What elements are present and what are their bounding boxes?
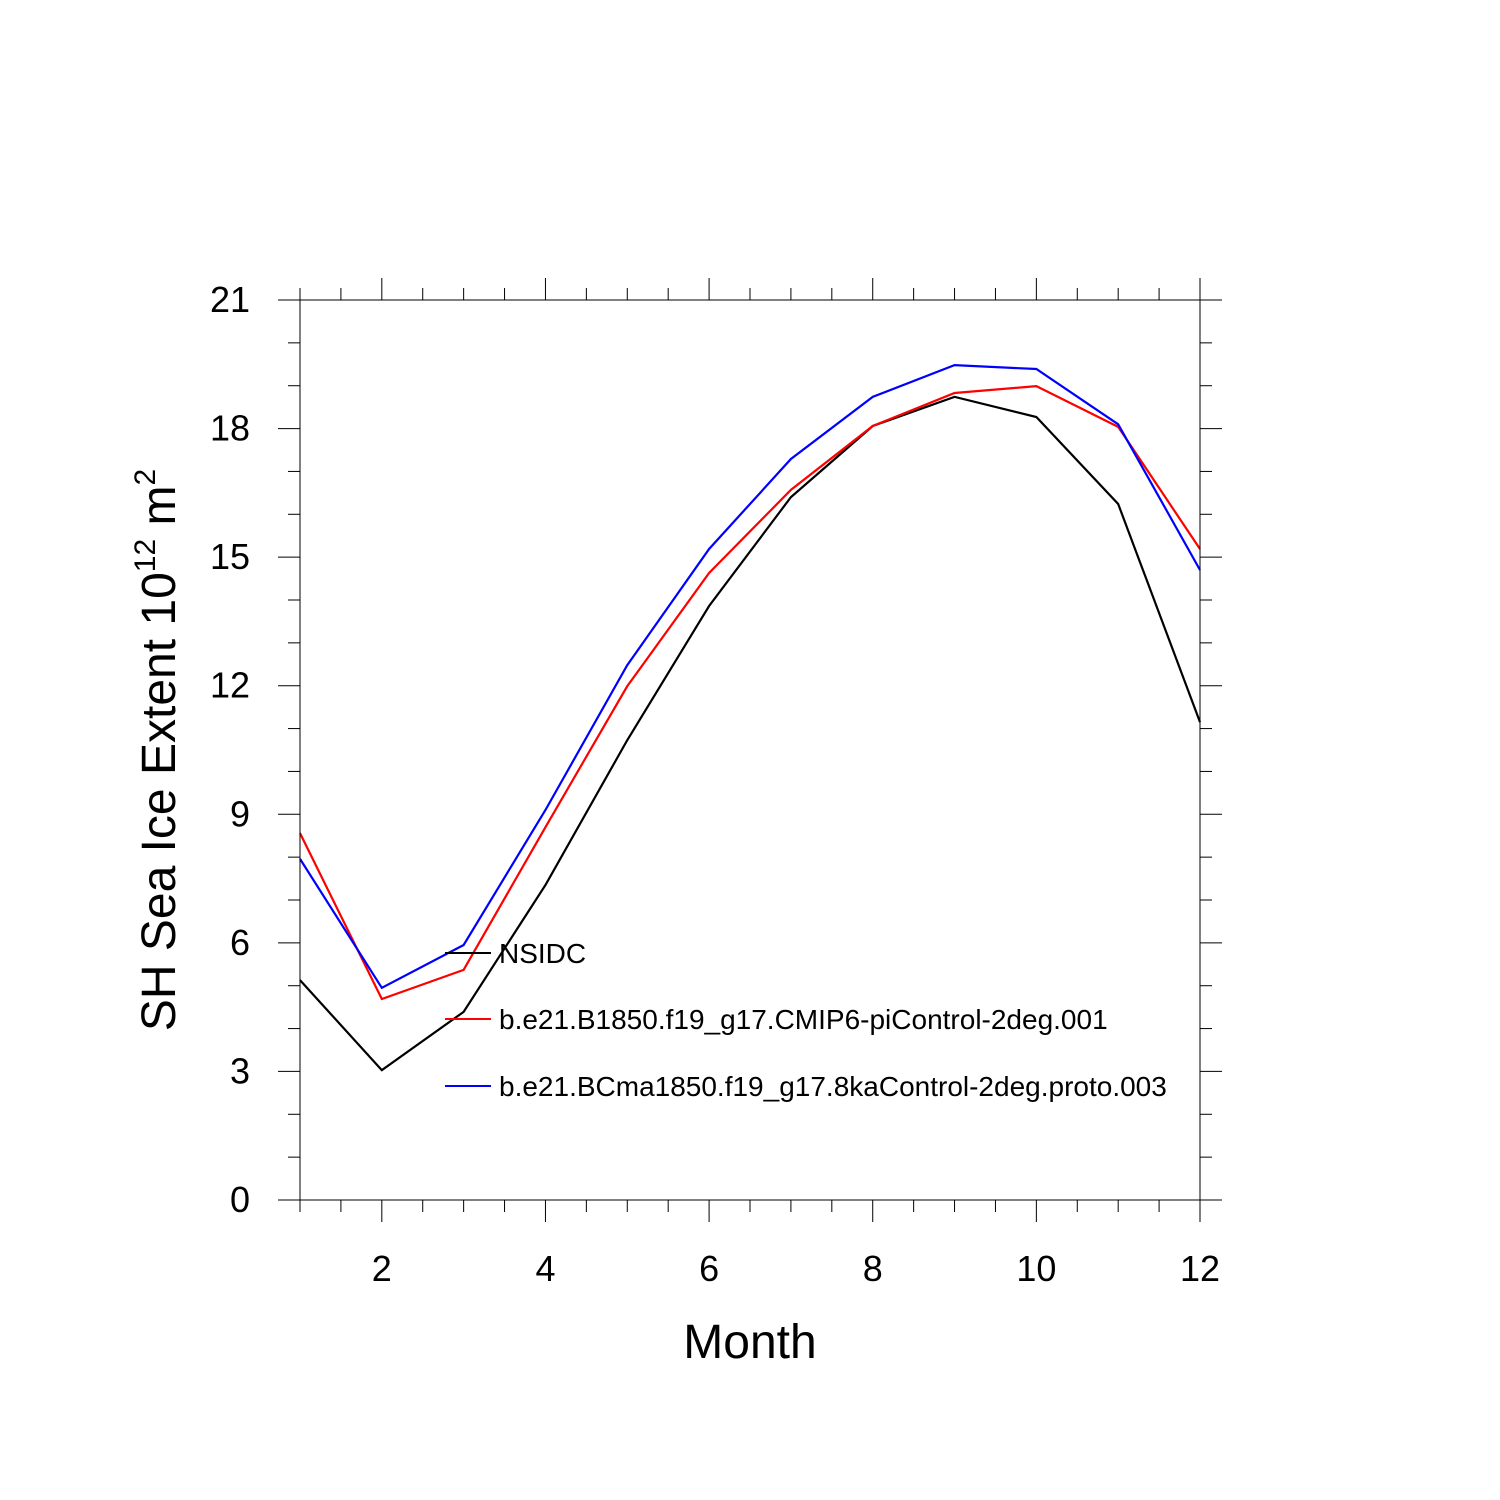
x-axis-title: Month <box>683 1316 816 1369</box>
y-tick-label: 6 <box>230 922 250 963</box>
y-tick-label: 3 <box>230 1050 250 1091</box>
y-axis-title: SH Sea Ice Extent 1012 m2 <box>129 469 186 1031</box>
legend-label: b.e21.BCma1850.f19_g17.8kaControl-2deg.p… <box>499 1071 1167 1102</box>
axis-ticks <box>278 278 1222 1222</box>
y-tick-label: 9 <box>230 793 250 834</box>
series-line <box>299 364 1201 990</box>
legend: NSIDC b.e21.B1850.f19_g17.CMIP6-piControl… <box>445 938 1167 1102</box>
series-line <box>299 385 1201 1001</box>
tick-labels: 2 4 6 8 10 12 0 3 6 9 12 15 18 21 <box>210 279 1220 1289</box>
x-tick-label: 12 <box>1180 1248 1220 1289</box>
x-tick-label: 2 <box>372 1248 392 1289</box>
x-tick-label: 4 <box>535 1248 555 1289</box>
series-lines <box>299 364 1202 1072</box>
legend-label: b.e21.B1850.f19_g17.CMIP6-piControl-2deg… <box>499 1004 1108 1035</box>
series-line <box>299 395 1202 1072</box>
y-tick-label: 0 <box>230 1179 250 1220</box>
x-tick-label: 10 <box>1016 1248 1056 1289</box>
y-tick-label: 21 <box>210 279 250 320</box>
y-tick-label: 12 <box>210 665 250 706</box>
legend-label: NSIDC <box>499 938 586 969</box>
x-tick-label: 8 <box>863 1248 883 1289</box>
y-tick-label: 18 <box>210 408 250 449</box>
x-tick-label: 6 <box>699 1248 719 1289</box>
y-tick-label: 15 <box>210 536 250 577</box>
plot-frame <box>299 299 1201 1201</box>
